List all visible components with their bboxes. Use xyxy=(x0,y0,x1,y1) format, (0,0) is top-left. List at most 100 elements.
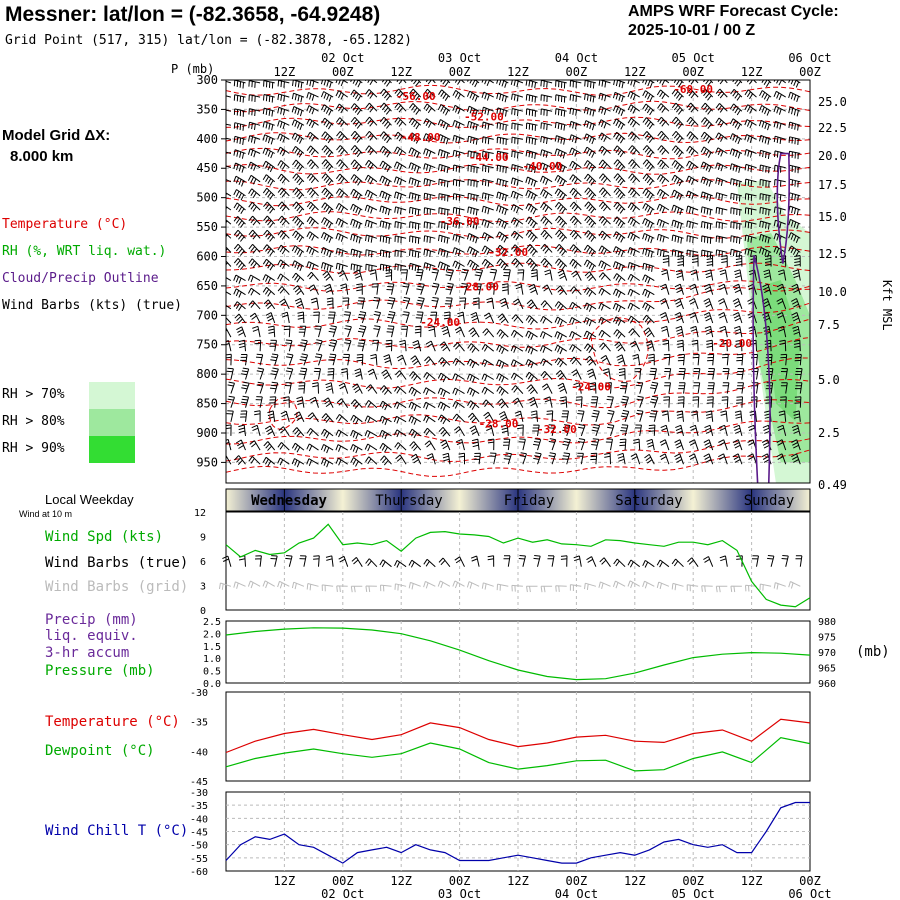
wind-barb xyxy=(292,159,305,172)
wind-barb xyxy=(555,94,567,103)
wind-barb xyxy=(730,235,743,244)
wind-barb xyxy=(393,401,407,410)
wind-barb xyxy=(408,132,421,144)
wind-barb xyxy=(306,583,319,591)
wind-barb xyxy=(394,221,407,229)
wind-barb xyxy=(773,206,786,215)
wind-barb xyxy=(299,555,307,567)
wind-barb xyxy=(657,248,670,257)
wind-barb xyxy=(569,316,582,325)
wind-barb xyxy=(297,311,305,324)
wind-barb xyxy=(598,215,611,226)
wind-barb xyxy=(285,339,293,352)
wind-barb xyxy=(649,381,659,394)
wind-barb xyxy=(379,249,392,259)
wind-barb xyxy=(744,134,757,144)
wind-barb xyxy=(306,246,319,256)
top-date-label: 04 Oct xyxy=(555,51,598,65)
wind-barb xyxy=(248,258,261,268)
wind-barb xyxy=(677,255,684,267)
wind-barb xyxy=(315,353,323,366)
wind-barb xyxy=(408,581,421,590)
wind-barb xyxy=(482,136,494,145)
wind-barb xyxy=(452,149,465,159)
wind-barb xyxy=(627,580,640,589)
wind-barb xyxy=(379,559,392,568)
wind-barb xyxy=(293,285,305,295)
wind-barb xyxy=(503,269,511,281)
wind-barb xyxy=(467,150,480,160)
temperature-isoline xyxy=(226,399,810,426)
wind-barb xyxy=(569,187,582,198)
wind-barb xyxy=(393,415,407,424)
wind-barb xyxy=(642,131,655,144)
wind-barb xyxy=(510,203,524,214)
wind-barb xyxy=(569,584,582,591)
precip-tick-label: 1.5 xyxy=(203,642,221,653)
wind-barb xyxy=(335,217,348,228)
wind-barb xyxy=(350,218,363,230)
wind-barb xyxy=(612,105,626,116)
temperature-isoline xyxy=(226,244,810,257)
wind-barb xyxy=(408,162,421,173)
wind-barb xyxy=(438,193,451,202)
wind-barb xyxy=(320,443,334,454)
wind-barb xyxy=(627,90,640,101)
wind-barb xyxy=(598,230,611,241)
wind-barb xyxy=(277,187,290,198)
wind-barb xyxy=(263,299,276,310)
wind-barb xyxy=(408,177,421,188)
wind-barb xyxy=(584,271,597,282)
temperature-isoline xyxy=(226,179,810,191)
wind-barb xyxy=(467,120,480,131)
wind-barb xyxy=(648,424,656,436)
wind-barb xyxy=(636,395,644,408)
wind-barb xyxy=(306,231,319,241)
wind-barb xyxy=(758,104,772,116)
wind-barb xyxy=(255,353,264,366)
wind-barb xyxy=(583,302,597,312)
wind-barb xyxy=(706,255,714,267)
wind-barb xyxy=(569,244,582,254)
wind-barb xyxy=(511,136,524,145)
wind-barb xyxy=(691,339,699,352)
wind-barb xyxy=(454,556,465,567)
wind-barb xyxy=(511,93,524,102)
wind-barb xyxy=(627,217,640,227)
wind-barb xyxy=(729,133,743,145)
wind-barb xyxy=(648,353,655,366)
wind-barb xyxy=(686,102,699,113)
wind-barb xyxy=(247,274,261,283)
wind-chill-tick-label: -45 xyxy=(190,828,208,839)
wind-barb xyxy=(415,269,424,281)
wind-barb xyxy=(792,269,801,281)
wind-barb xyxy=(584,582,597,590)
wind-barb xyxy=(511,122,524,131)
wind-barb xyxy=(402,282,410,295)
wind-barb xyxy=(327,311,336,324)
wind-barb xyxy=(306,105,319,115)
wind-barb xyxy=(431,297,439,310)
wind-barb xyxy=(269,339,277,352)
wind-barb xyxy=(599,557,611,567)
wind-barb xyxy=(357,311,367,324)
precip-legend-3: 3-hr accum xyxy=(45,645,130,661)
wind-barb xyxy=(486,297,495,309)
wind-barb xyxy=(706,396,714,408)
wind-barb xyxy=(379,145,392,158)
wind-barb xyxy=(394,559,407,568)
pressure-tick-label: 970 xyxy=(818,648,836,659)
wind-barb xyxy=(226,246,232,253)
wind-barb xyxy=(320,80,334,89)
wind-barb xyxy=(354,368,363,380)
pressure-tick-label: 800 xyxy=(196,367,218,381)
wind-barb xyxy=(735,339,743,352)
wind-barb xyxy=(525,163,538,173)
wind-barb xyxy=(642,173,655,186)
wind-barb xyxy=(252,325,261,338)
wind-barb xyxy=(277,146,290,157)
wind-barb xyxy=(715,221,728,230)
wind-barb xyxy=(496,244,509,257)
wind-barb xyxy=(767,555,775,567)
wind-barb xyxy=(722,368,730,380)
